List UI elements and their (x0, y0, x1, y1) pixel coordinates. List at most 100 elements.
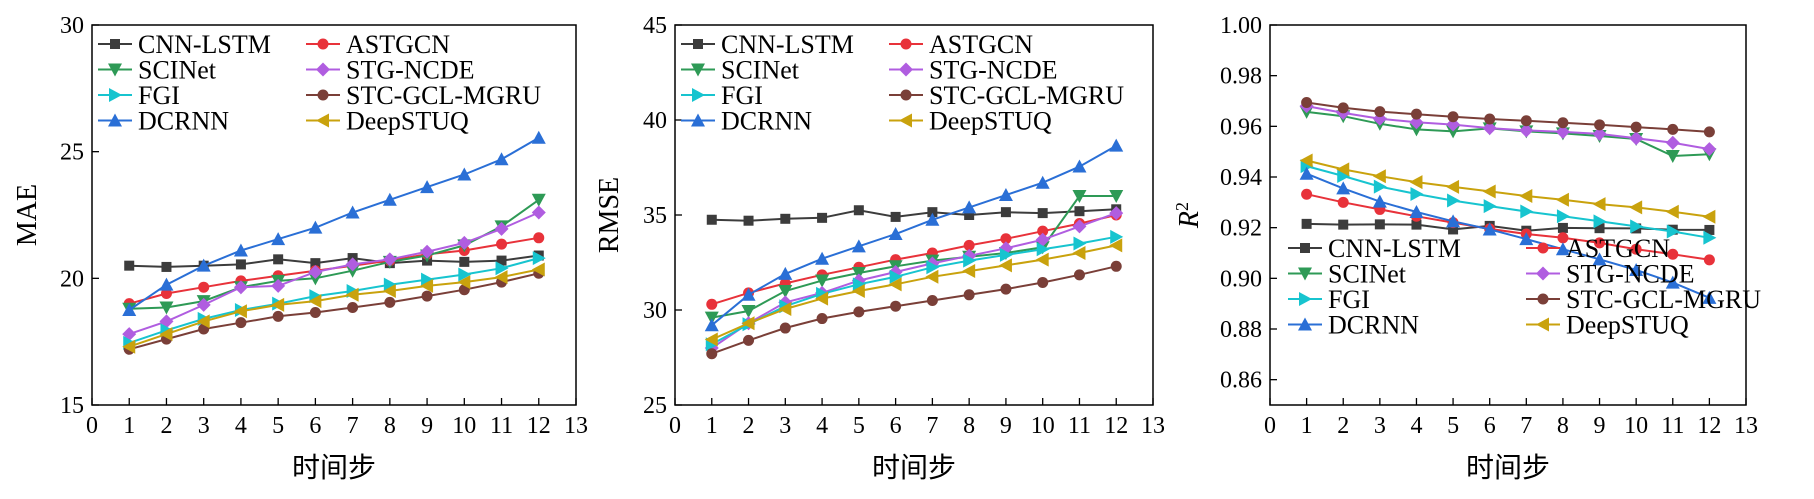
data-point-stc-gcl-mgru (743, 334, 755, 346)
data-point-deepstuq (196, 314, 210, 329)
data-point-stc-gcl-mgru (1110, 260, 1122, 272)
legend-marker-fgi (692, 88, 705, 102)
y-tick-label: 30 (643, 298, 667, 324)
legend-marker-scinet (691, 63, 705, 77)
data-point-deepstuq (345, 287, 359, 302)
data-point-stc-gcl-mgru (1667, 123, 1679, 135)
data-point-dcrnn (925, 212, 940, 226)
legend-marker-astgcn (900, 38, 912, 50)
data-point-astgcn (1703, 254, 1715, 266)
x-tick-label: 8 (963, 413, 975, 439)
chart-panel-2: 0 1 2 3 4 5 6 7 8 9 10 11 12 132530354045时间步RMSECNN-L… (594, 13, 1165, 484)
x-tick-label: 0 (86, 413, 98, 439)
legend-label-cnn-lstm: CNN-LSTM (1328, 234, 1461, 263)
legend-marker-cnn-lstm (1300, 243, 1310, 253)
data-point-scinet (531, 193, 546, 207)
data-point-deepstuq (1665, 204, 1679, 219)
plot-frame (91, 24, 577, 406)
legend-marker-fgi (1299, 292, 1312, 306)
series-line-stg-ncde (128, 211, 540, 336)
data-point-cnn-lstm (1448, 224, 1459, 235)
data-point-deepstuq (1109, 238, 1123, 253)
legend-label-stc-gcl-mgru: STC-GCL-MGRU (346, 81, 541, 110)
chart-panel-1: 0 1 2 3 4 5 6 7 8 9 10 11 12 1315202530时间步MAECNN-LSTM… (12, 13, 588, 484)
data-point-dcrnn (1409, 204, 1424, 218)
data-point-cnn-lstm (310, 258, 321, 269)
series-line-scinet (1306, 110, 1710, 158)
x-tick-label: 6 (890, 413, 902, 439)
series-dcrnn (122, 130, 546, 316)
data-point-dcrnn (1702, 290, 1717, 304)
data-point-stc-gcl-mgru (963, 289, 975, 301)
data-point-stc-gcl-mgru (853, 306, 865, 318)
y-axis-label: RMSE (594, 177, 625, 253)
data-point-stg-ncde (1519, 123, 1534, 138)
data-point-dcrnn (1372, 194, 1387, 208)
data-point-deepstuq (778, 302, 792, 317)
data-point-dcrnn (382, 192, 397, 206)
data-point-dcrnn (1519, 232, 1534, 246)
legend-marker-scinet (108, 63, 122, 77)
x-tick-label: 9 (1594, 413, 1606, 439)
data-point-cnn-lstm (496, 255, 507, 266)
data-point-stc-gcl-mgru (309, 307, 321, 319)
data-point-cnn-lstm (743, 215, 754, 226)
data-point-stg-ncde (345, 257, 360, 272)
data-point-scinet (1109, 190, 1124, 203)
data-point-cnn-lstm (927, 207, 938, 218)
data-point-fgi (1703, 230, 1717, 245)
legend-marker-stg-ncde (899, 62, 913, 77)
legend-label-stc-gcl-mgru: STC-GCL-MGRU (929, 81, 1124, 110)
y-axis-label-text: R (1174, 211, 1205, 229)
series-line-cnn-lstm (1306, 222, 1710, 232)
series-line-deepstuq (711, 244, 1117, 341)
data-point-deepstuq (1629, 200, 1643, 215)
x-tick-label: 7 (926, 413, 938, 439)
data-point-dcrnn (1592, 252, 1607, 266)
data-point-fgi (1337, 168, 1351, 183)
data-point-fgi (421, 272, 435, 287)
data-point-deepstuq (1299, 153, 1313, 168)
y-tick-label: 20 (60, 266, 84, 292)
x-tick-label: 9 (1000, 413, 1012, 439)
y-tick-label: 0.88 (1220, 317, 1262, 343)
y-tick-label: 0.90 (1220, 266, 1262, 292)
data-point-astgcn (1000, 233, 1012, 245)
data-point-astgcn (533, 232, 545, 244)
data-point-cnn-lstm (964, 210, 975, 220)
data-point-cnn-lstm (1704, 224, 1715, 235)
x-tick-label: 13 (1734, 413, 1758, 439)
series-deepstuq (704, 238, 1123, 347)
x-axis-label: 时间步 (1466, 452, 1550, 484)
legend-marker-dcrnn (691, 113, 705, 127)
data-point-deepstuq (1482, 184, 1496, 199)
data-point-astgcn (706, 298, 718, 310)
series-line-deepstuq (1306, 159, 1710, 218)
x-tick-label: 12 (1104, 413, 1128, 439)
data-point-cnn-lstm (1411, 219, 1422, 230)
data-point-cnn-lstm (273, 254, 284, 265)
series-line-deepstuq (128, 268, 539, 348)
data-point-dcrnn (1109, 138, 1124, 152)
data-point-stc-gcl-mgru (1520, 115, 1532, 127)
series-stc-gcl-mgru (1301, 97, 1715, 138)
x-tick-label: 13 (564, 413, 588, 439)
data-point-cnn-lstm (853, 205, 864, 216)
x-tick-label: 11 (490, 413, 513, 439)
legend-label-deepstuq: DeepSTUQ (1566, 311, 1689, 340)
data-point-fgi (999, 247, 1013, 262)
data-point-cnn-lstm (1338, 219, 1349, 230)
legend-marker-deepstuq (899, 113, 912, 128)
data-point-cnn-lstm (1074, 206, 1085, 217)
series-fgi (1300, 159, 1717, 245)
data-point-deepstuq (704, 332, 718, 347)
data-point-stc-gcl-mgru (1301, 97, 1313, 109)
x-tick-label: 6 (309, 413, 321, 439)
legend-label-stg-ncde: STG-NCDE (1566, 260, 1695, 289)
data-point-stg-ncde (1592, 126, 1607, 141)
data-point-dcrnn (1482, 222, 1497, 236)
data-point-fgi (1073, 236, 1087, 251)
